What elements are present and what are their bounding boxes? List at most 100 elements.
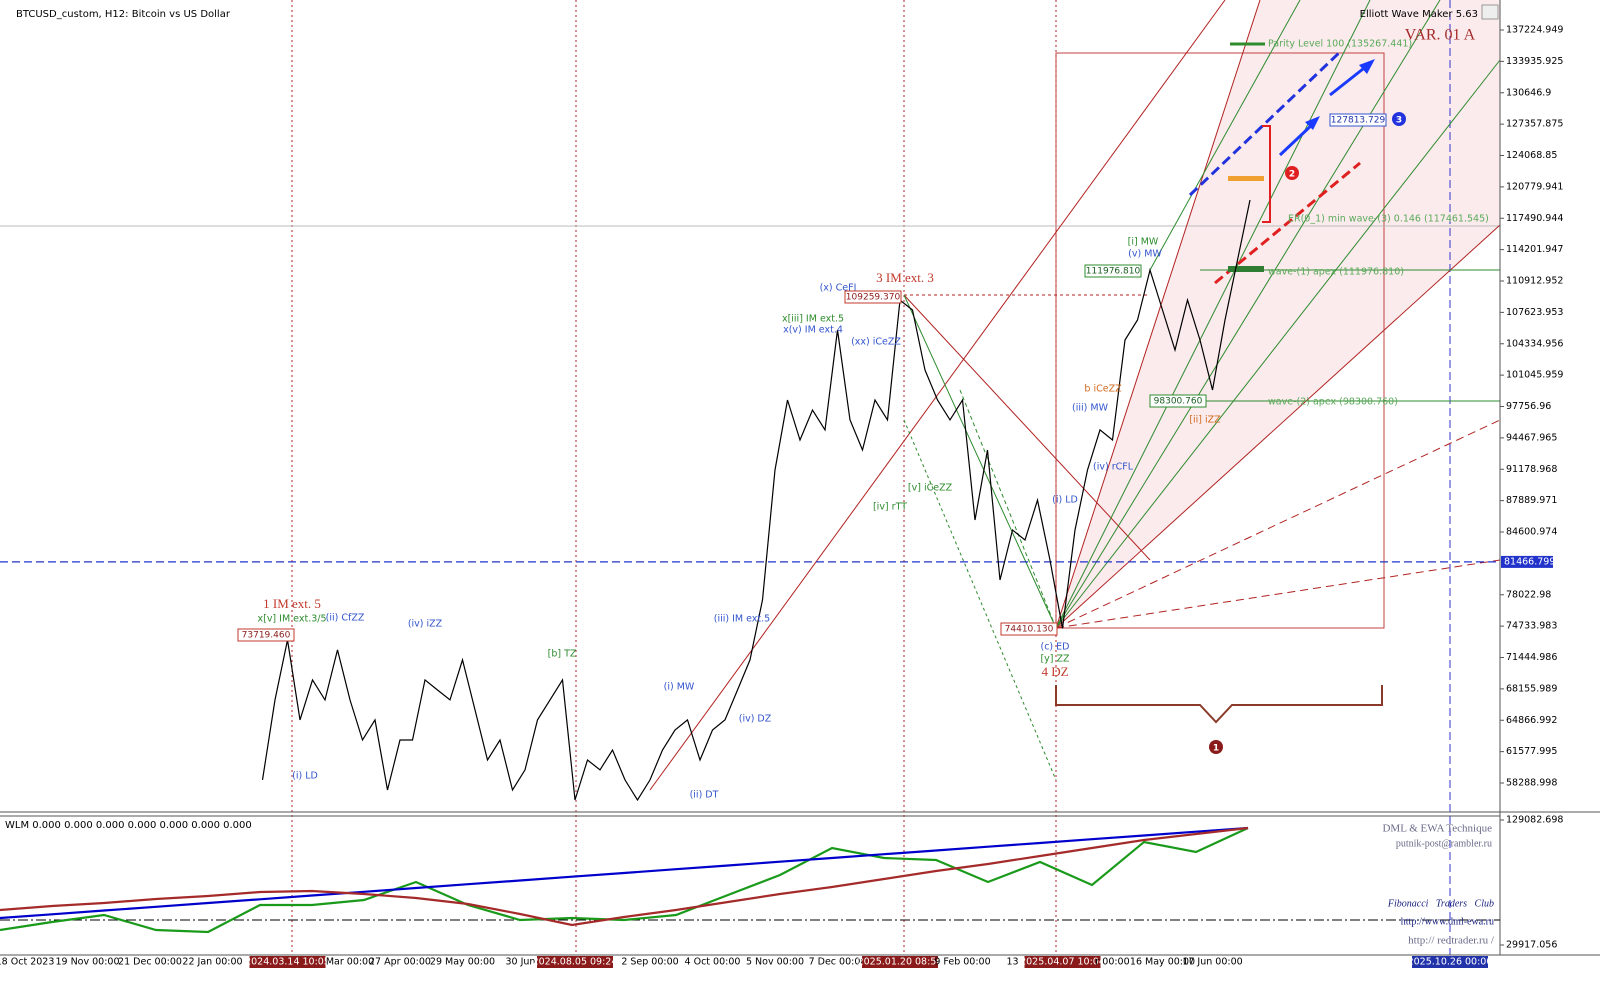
wave-label: (iv) iZZ — [408, 619, 443, 630]
wave-label: [iv] rTT — [873, 502, 907, 513]
wave-label: (iv) DZ — [739, 714, 772, 725]
y-tick-label: 97756.96 — [1506, 401, 1551, 412]
wave-circle-label: 1 — [1213, 744, 1219, 754]
wave-label: Parity Level 100 (135267.441) — [1268, 39, 1412, 50]
x-tick-label: 18 Oct 2023 — [0, 957, 54, 968]
fork-zone — [1056, 0, 1500, 628]
wave-label: x(v) IM ext.4 — [783, 325, 843, 336]
wave-circle — [1285, 166, 1299, 180]
y-tick-label: 68155.989 — [1506, 683, 1557, 694]
y-tick-label: 107623.953 — [1506, 307, 1563, 318]
y-tick-label: 117490.944 — [1506, 213, 1563, 224]
wave-circle — [1392, 112, 1406, 126]
price-box-label: 98300.760 — [1154, 397, 1203, 407]
y-tick-label: 130646.9 — [1506, 87, 1551, 98]
y-tick-label: 137224.949 — [1506, 25, 1563, 36]
credit-text: http://www.dml-ewa.ru — [1401, 916, 1494, 927]
wave-circle — [1209, 740, 1223, 754]
y-tick-label: 91178.968 — [1506, 464, 1557, 475]
y-tick-label: 78022.98 — [1506, 589, 1551, 600]
x-tick-label: 9 Feb 00:00 — [934, 957, 990, 968]
fork-line — [1055, 559, 1501, 629]
wave-circle-label: 3 — [1396, 116, 1402, 126]
x-tick-label: 30 Jun 0 — [505, 957, 544, 968]
x-tick-label: 2025.01.20 08:56 — [858, 957, 943, 968]
price-line — [0, 826, 1249, 920]
wave-label: b iCeZZ — [1084, 384, 1122, 395]
wave-label: [ii] iZZ — [1189, 415, 1221, 426]
price-box-label: 74410.130 — [1005, 625, 1054, 635]
wave-label: (x) CeFI — [820, 283, 857, 294]
y-tick-label: 124068.85 — [1506, 150, 1557, 161]
x-tick-label: 13 — [1006, 957, 1018, 968]
x-tick-label: 2 Sep 00:00 — [621, 957, 678, 968]
target-dash — [1188, 50, 1342, 197]
price-box — [1329, 113, 1387, 127]
y-tick-label: 127357.875 — [1506, 119, 1563, 130]
credit-text: Fibonacci Traders Club — [1387, 898, 1494, 909]
y-tick-label: 87889.971 — [1506, 495, 1557, 506]
x-tick-label: 2024.08.05 09:24 — [533, 957, 618, 968]
wave-label: (ii) CfZZ — [326, 613, 365, 624]
current-price-label: 81466.799 — [1504, 556, 1555, 567]
wave-circle-label: 2 — [1289, 170, 1295, 180]
x-tick-label: 16 May 00:00 — [1130, 957, 1195, 968]
price-box — [1000, 622, 1058, 636]
price-box-label: 127813.729 — [1331, 116, 1386, 126]
arrow-head — [1305, 116, 1320, 130]
arrow-head — [1359, 59, 1375, 74]
x-tick-label: 21 Dec 00:00 — [118, 957, 182, 968]
x-tick-label: r 00:00 — [1095, 957, 1129, 968]
channel-line — [959, 389, 1057, 629]
wave-label: (ii) DT — [690, 790, 719, 801]
fork-line — [1055, 0, 1261, 629]
wave-label: [i] MW — [1128, 237, 1159, 248]
y-tick-label: 104334.956 — [1506, 338, 1563, 349]
wave-label: (iv) rCFL — [1093, 462, 1134, 473]
wave-label: (iii) IM ext.5 — [714, 614, 770, 625]
wave-label: x[v] IM ext.3/5 — [257, 614, 326, 625]
fork-lines — [649, 0, 1501, 791]
x-label-highlight — [249, 956, 326, 968]
channel-line — [1055, 0, 1371, 629]
x-tick-label: 29 May 00:00 — [430, 957, 495, 968]
wave-label: (i) LD — [1052, 495, 1078, 506]
wave-label: x[iii] IM ext.5 — [782, 314, 844, 325]
wave-label: wave-(1) apex (111976.810) — [1268, 267, 1404, 278]
y-tick-label: 101045.959 — [1506, 370, 1563, 381]
y-tick-label: 94467.965 — [1506, 432, 1557, 443]
price-line — [261, 199, 1251, 802]
channel-line — [1055, 59, 1501, 629]
credit-text: putnik-post@rambler.ru — [1396, 838, 1492, 849]
wave-label: [y] ZZ — [1040, 654, 1070, 665]
channel-line — [1055, 0, 1441, 629]
indicator-name: Elliott Wave Maker 5.63 — [1360, 9, 1478, 20]
current-price-box — [1501, 555, 1553, 568]
wave-label: (v) MW — [1128, 249, 1162, 260]
window-icon — [1481, 4, 1499, 20]
channel-line — [903, 419, 1057, 781]
x-tick-label: 7 Dec 00:00 — [809, 957, 867, 968]
fork-line — [649, 0, 1226, 791]
level-mark — [1228, 176, 1264, 181]
y-tick-label: 120779.941 — [1506, 181, 1563, 192]
arrow — [1329, 63, 1369, 97]
channel-line — [903, 294, 1057, 629]
x-tick-label: 27 Apr 00:00 — [369, 957, 431, 968]
price-box — [844, 290, 902, 304]
wave-label: 4 DZ — [1041, 664, 1068, 679]
wave-label: VAR. 01 A — [1405, 27, 1476, 44]
x-tick-label: 2025.10.26 00:00 — [1408, 957, 1493, 968]
price-box — [237, 628, 295, 642]
credit-text: DML & EWA Technique — [1382, 823, 1492, 835]
x-label-highlight — [1024, 956, 1101, 968]
channel-lines — [903, 0, 1501, 781]
y-tick-label: 84600.974 — [1506, 527, 1557, 538]
price-box-label: 109259.370 — [846, 293, 901, 303]
wave-label: 1 IM ext. 5 — [263, 596, 321, 611]
brace — [1055, 685, 1383, 724]
fork-line — [1055, 224, 1501, 629]
y-tick-label: 74733.983 — [1506, 621, 1557, 632]
price-box — [1084, 264, 1142, 278]
